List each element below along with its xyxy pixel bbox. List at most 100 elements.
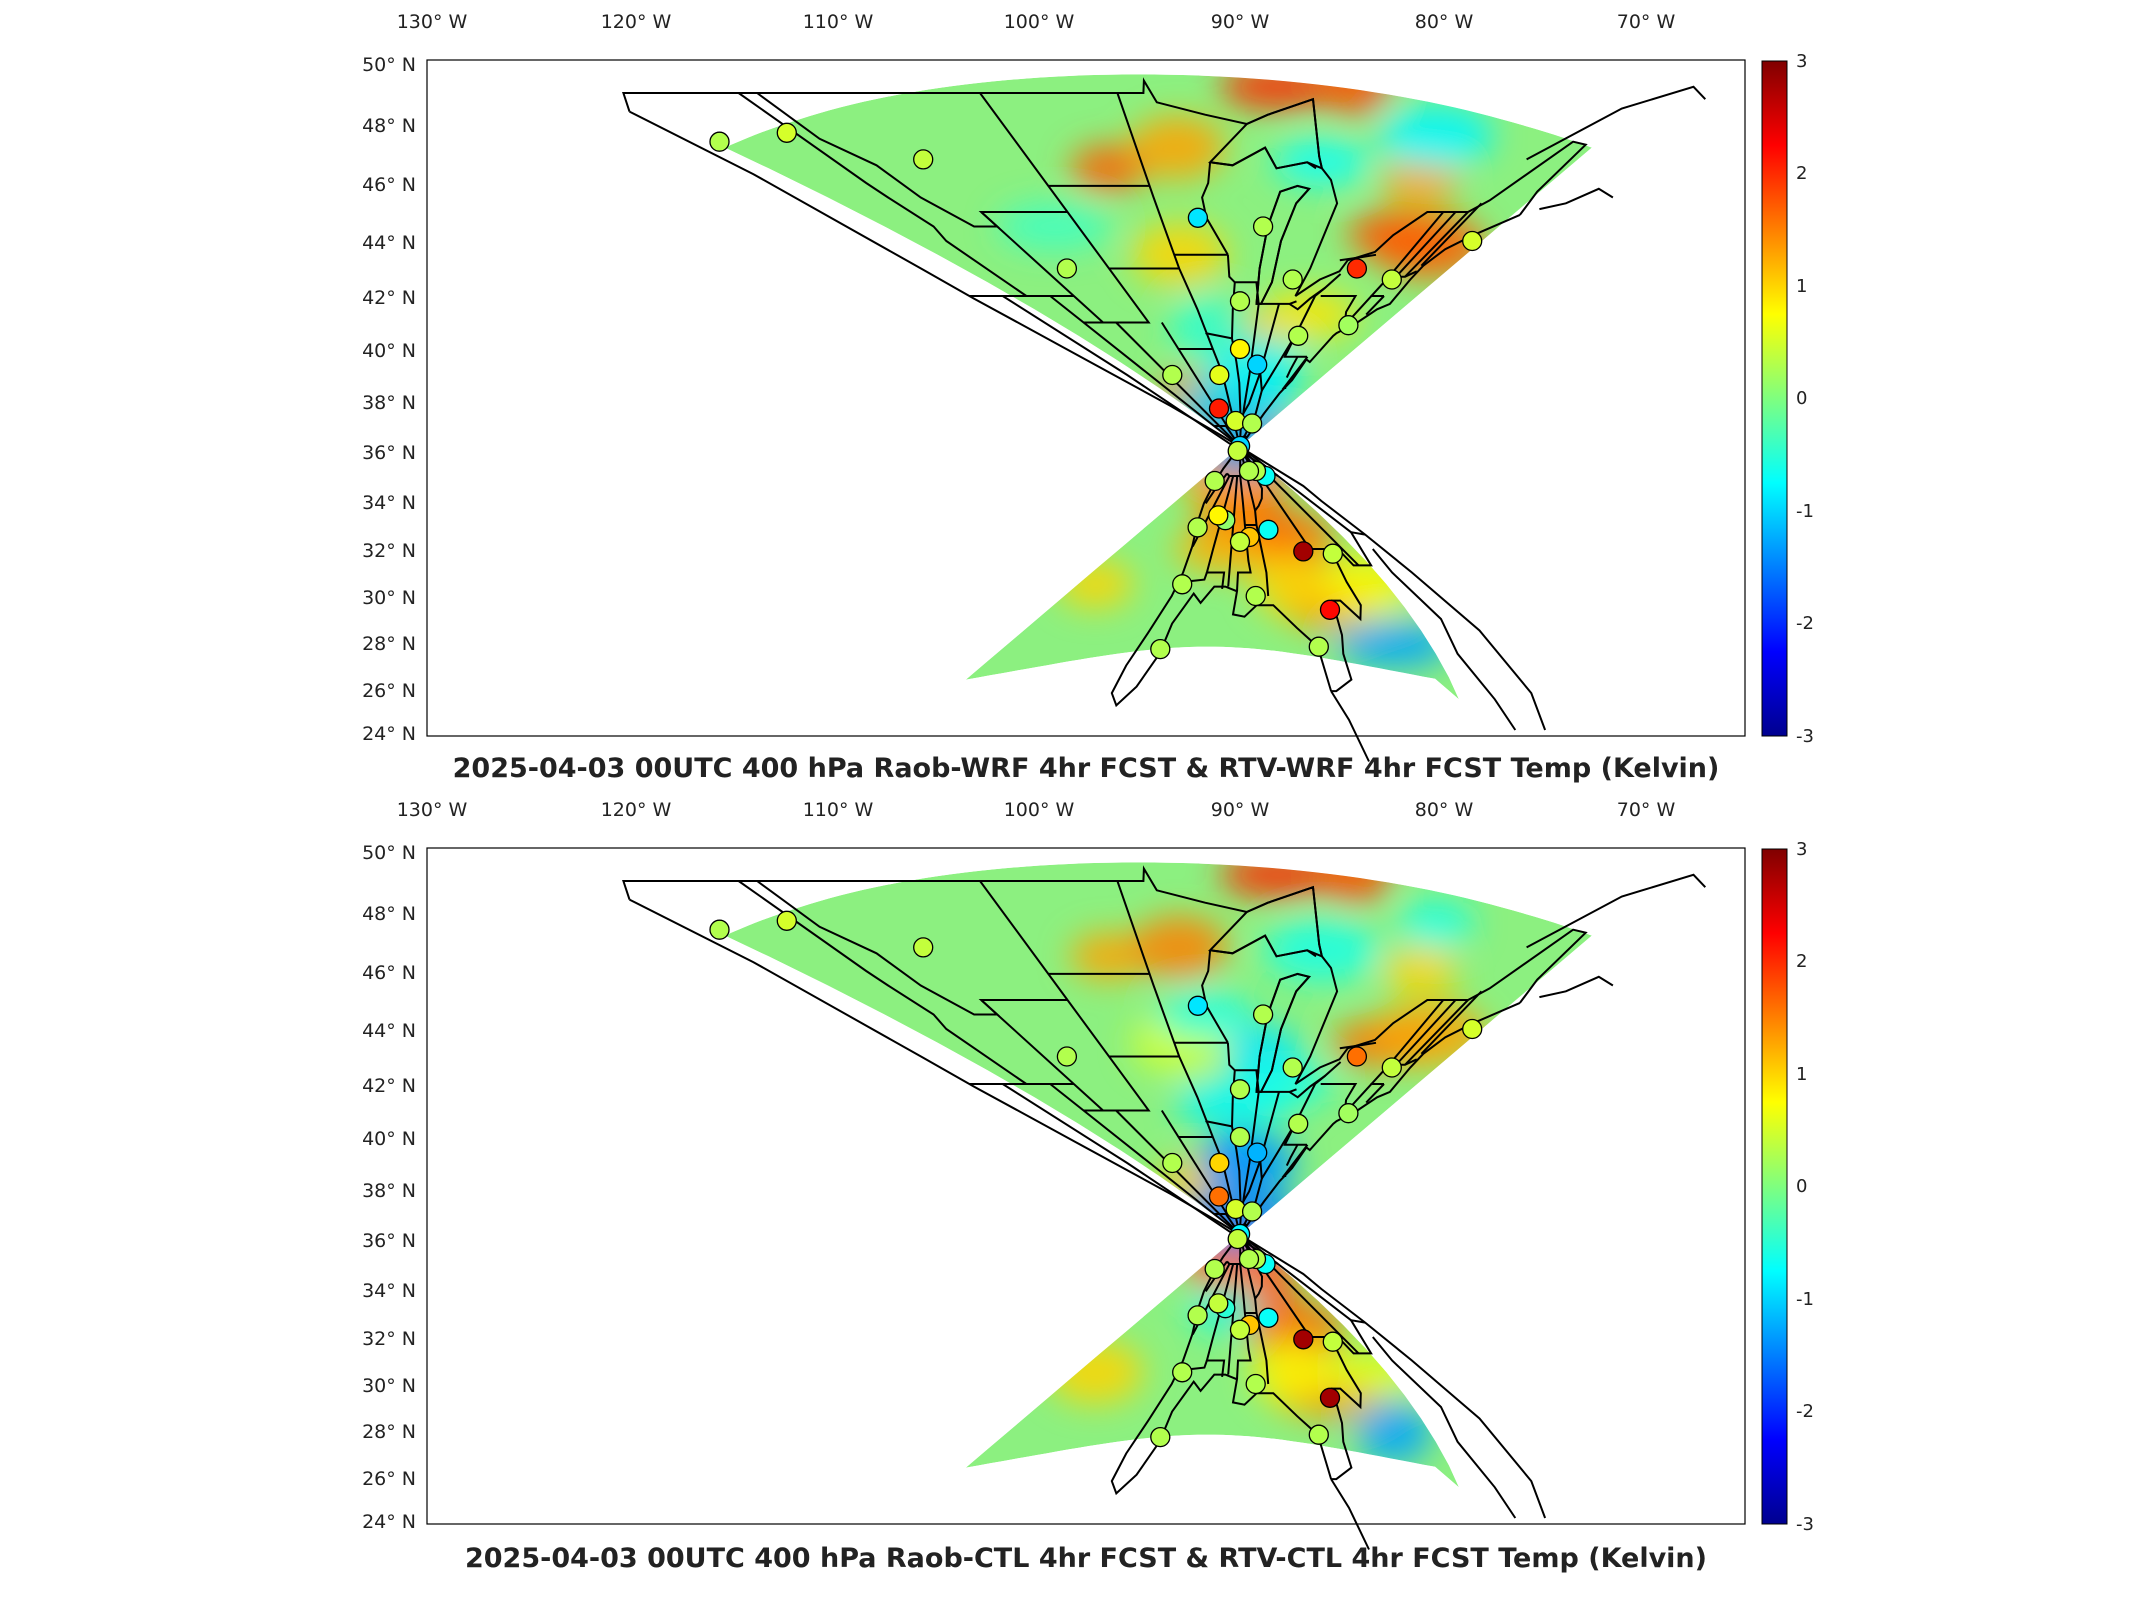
raob-station-marker	[1172, 1362, 1193, 1383]
raob-station-marker	[1172, 574, 1193, 595]
border-line	[738, 92, 1027, 297]
raob-station-marker	[1245, 1373, 1266, 1395]
lat-label-36n: 36° N	[362, 442, 416, 464]
raob-station-marker	[776, 910, 797, 931]
raob-station-marker	[1282, 1057, 1303, 1078]
lat-label-44n: 44° N	[362, 1020, 416, 1042]
border-line	[1242, 1091, 1280, 1203]
colorbar-tick-3: 3	[1796, 51, 1807, 72]
raob-station-marker	[1288, 1113, 1309, 1134]
raob-station-marker	[776, 122, 797, 143]
border-line	[622, 865, 1588, 1085]
colorbar-tick-neg2: -2	[1796, 613, 1814, 634]
raob-station-marker	[1229, 1079, 1251, 1100]
border-line	[1314, 1075, 1326, 1085]
border-line	[1404, 999, 1469, 1066]
border-line	[1288, 273, 1342, 311]
anomaly-blob	[1129, 115, 1226, 180]
lon-label-130w: 130° W	[397, 799, 468, 821]
anomaly-blob	[1261, 290, 1358, 339]
raob-station-marker	[1238, 460, 1260, 482]
border-line	[1330, 690, 1370, 762]
anomaly-blob	[997, 202, 1113, 251]
border-line	[1330, 1318, 1373, 1481]
colorbar-tick-neg1: -1	[1796, 501, 1814, 522]
lat-label-48n: 48° N	[362, 115, 416, 137]
colorbar-tick-2: 2	[1796, 163, 1807, 184]
anomaly-blob	[1382, 159, 1458, 207]
anomaly-blob	[1070, 932, 1147, 981]
border-line	[1226, 254, 1259, 284]
raob-station-marker	[1308, 636, 1329, 657]
raob-station-marker	[1247, 354, 1268, 375]
colorbar-tick-neg2: -2	[1796, 1401, 1814, 1422]
raob-station-marker	[1381, 1057, 1402, 1078]
border-line	[1281, 1144, 1309, 1177]
lat-label-46n: 46° N	[362, 962, 416, 984]
lon-label-70w: 70° W	[1617, 799, 1676, 821]
lon-label-70w: 70° W	[1617, 11, 1676, 33]
lat-label-24n: 24° N	[362, 723, 416, 745]
border-line	[1372, 1336, 1517, 1519]
border-line	[1365, 1083, 1385, 1104]
lat-label-34n: 34° N	[362, 1280, 416, 1302]
border-line	[1330, 530, 1373, 693]
map-panel-raob-ctl: 130° W 120° W 110° W 100° W 90° W 80° W …	[362, 799, 1814, 1574]
lat-label-48n: 48° N	[362, 903, 416, 925]
border-line	[1116, 880, 1224, 1161]
anomaly-blob	[1382, 947, 1458, 995]
raob-station-marker	[1056, 1046, 1078, 1067]
border-line	[1226, 1042, 1259, 1072]
anomaly-blob	[1397, 899, 1474, 948]
anomaly-blob	[1235, 1060, 1332, 1108]
lake-outline	[1208, 97, 1324, 170]
lat-label-26n: 26° N	[362, 680, 416, 702]
lat-label-32n: 32° N	[362, 540, 416, 562]
lat-label-46n: 46° N	[362, 174, 416, 196]
raob-station-marker	[1187, 1305, 1208, 1326]
colorbar-ramp	[1761, 848, 1788, 1525]
border-line	[1372, 548, 1517, 731]
colorbar-tick-0: 0	[1796, 388, 1807, 409]
border-line	[1539, 187, 1614, 211]
lon-label-110w: 110° W	[803, 799, 874, 821]
raob-station-marker	[1187, 207, 1209, 228]
lat-label-42n: 42° N	[362, 287, 416, 309]
border-line	[1404, 211, 1469, 278]
border-line	[1002, 1083, 1279, 1265]
border-line	[1110, 1001, 1521, 1496]
border-line	[1110, 213, 1521, 708]
border-line	[622, 77, 1588, 297]
anomaly-blob	[1252, 1340, 1329, 1405]
raob-station-marker	[1462, 230, 1483, 252]
lon-label-120w: 120° W	[601, 11, 672, 33]
raob-station-marker	[1258, 519, 1279, 540]
raob-station-marker	[1187, 995, 1209, 1016]
raob-station-marker	[1241, 1201, 1263, 1222]
border-line	[1205, 332, 1233, 340]
lat-label-38n: 38° N	[362, 392, 416, 414]
border-line	[1285, 356, 1299, 379]
raob-station-marker	[1381, 269, 1402, 290]
raob-station-marker	[1462, 1018, 1483, 1040]
lat-label-50n: 50° N	[362, 54, 416, 76]
border-line	[1201, 950, 1229, 1044]
border-line	[1339, 1041, 1377, 1050]
raob-station-marker	[1293, 541, 1314, 562]
colorbar-tick-2: 2	[1796, 951, 1807, 972]
lat-label-40n: 40° N	[362, 340, 416, 362]
raob-station-marker	[1227, 440, 1248, 462]
border-line	[756, 880, 1068, 1016]
border-line	[1526, 873, 1707, 949]
border-line	[1226, 1260, 1241, 1265]
raob-station-marker	[709, 919, 730, 940]
border-line	[738, 880, 1027, 1085]
raob-station-marker	[1229, 1126, 1251, 1148]
anomaly-blob	[1170, 295, 1247, 360]
lon-label-90w: 90° W	[1211, 799, 1270, 821]
border-line	[979, 92, 1151, 324]
raob-station-marker	[1204, 470, 1225, 492]
colorbar-tick-1: 1	[1796, 1064, 1807, 1085]
lon-label-130w: 130° W	[397, 11, 468, 33]
lake-outline	[1208, 885, 1324, 958]
